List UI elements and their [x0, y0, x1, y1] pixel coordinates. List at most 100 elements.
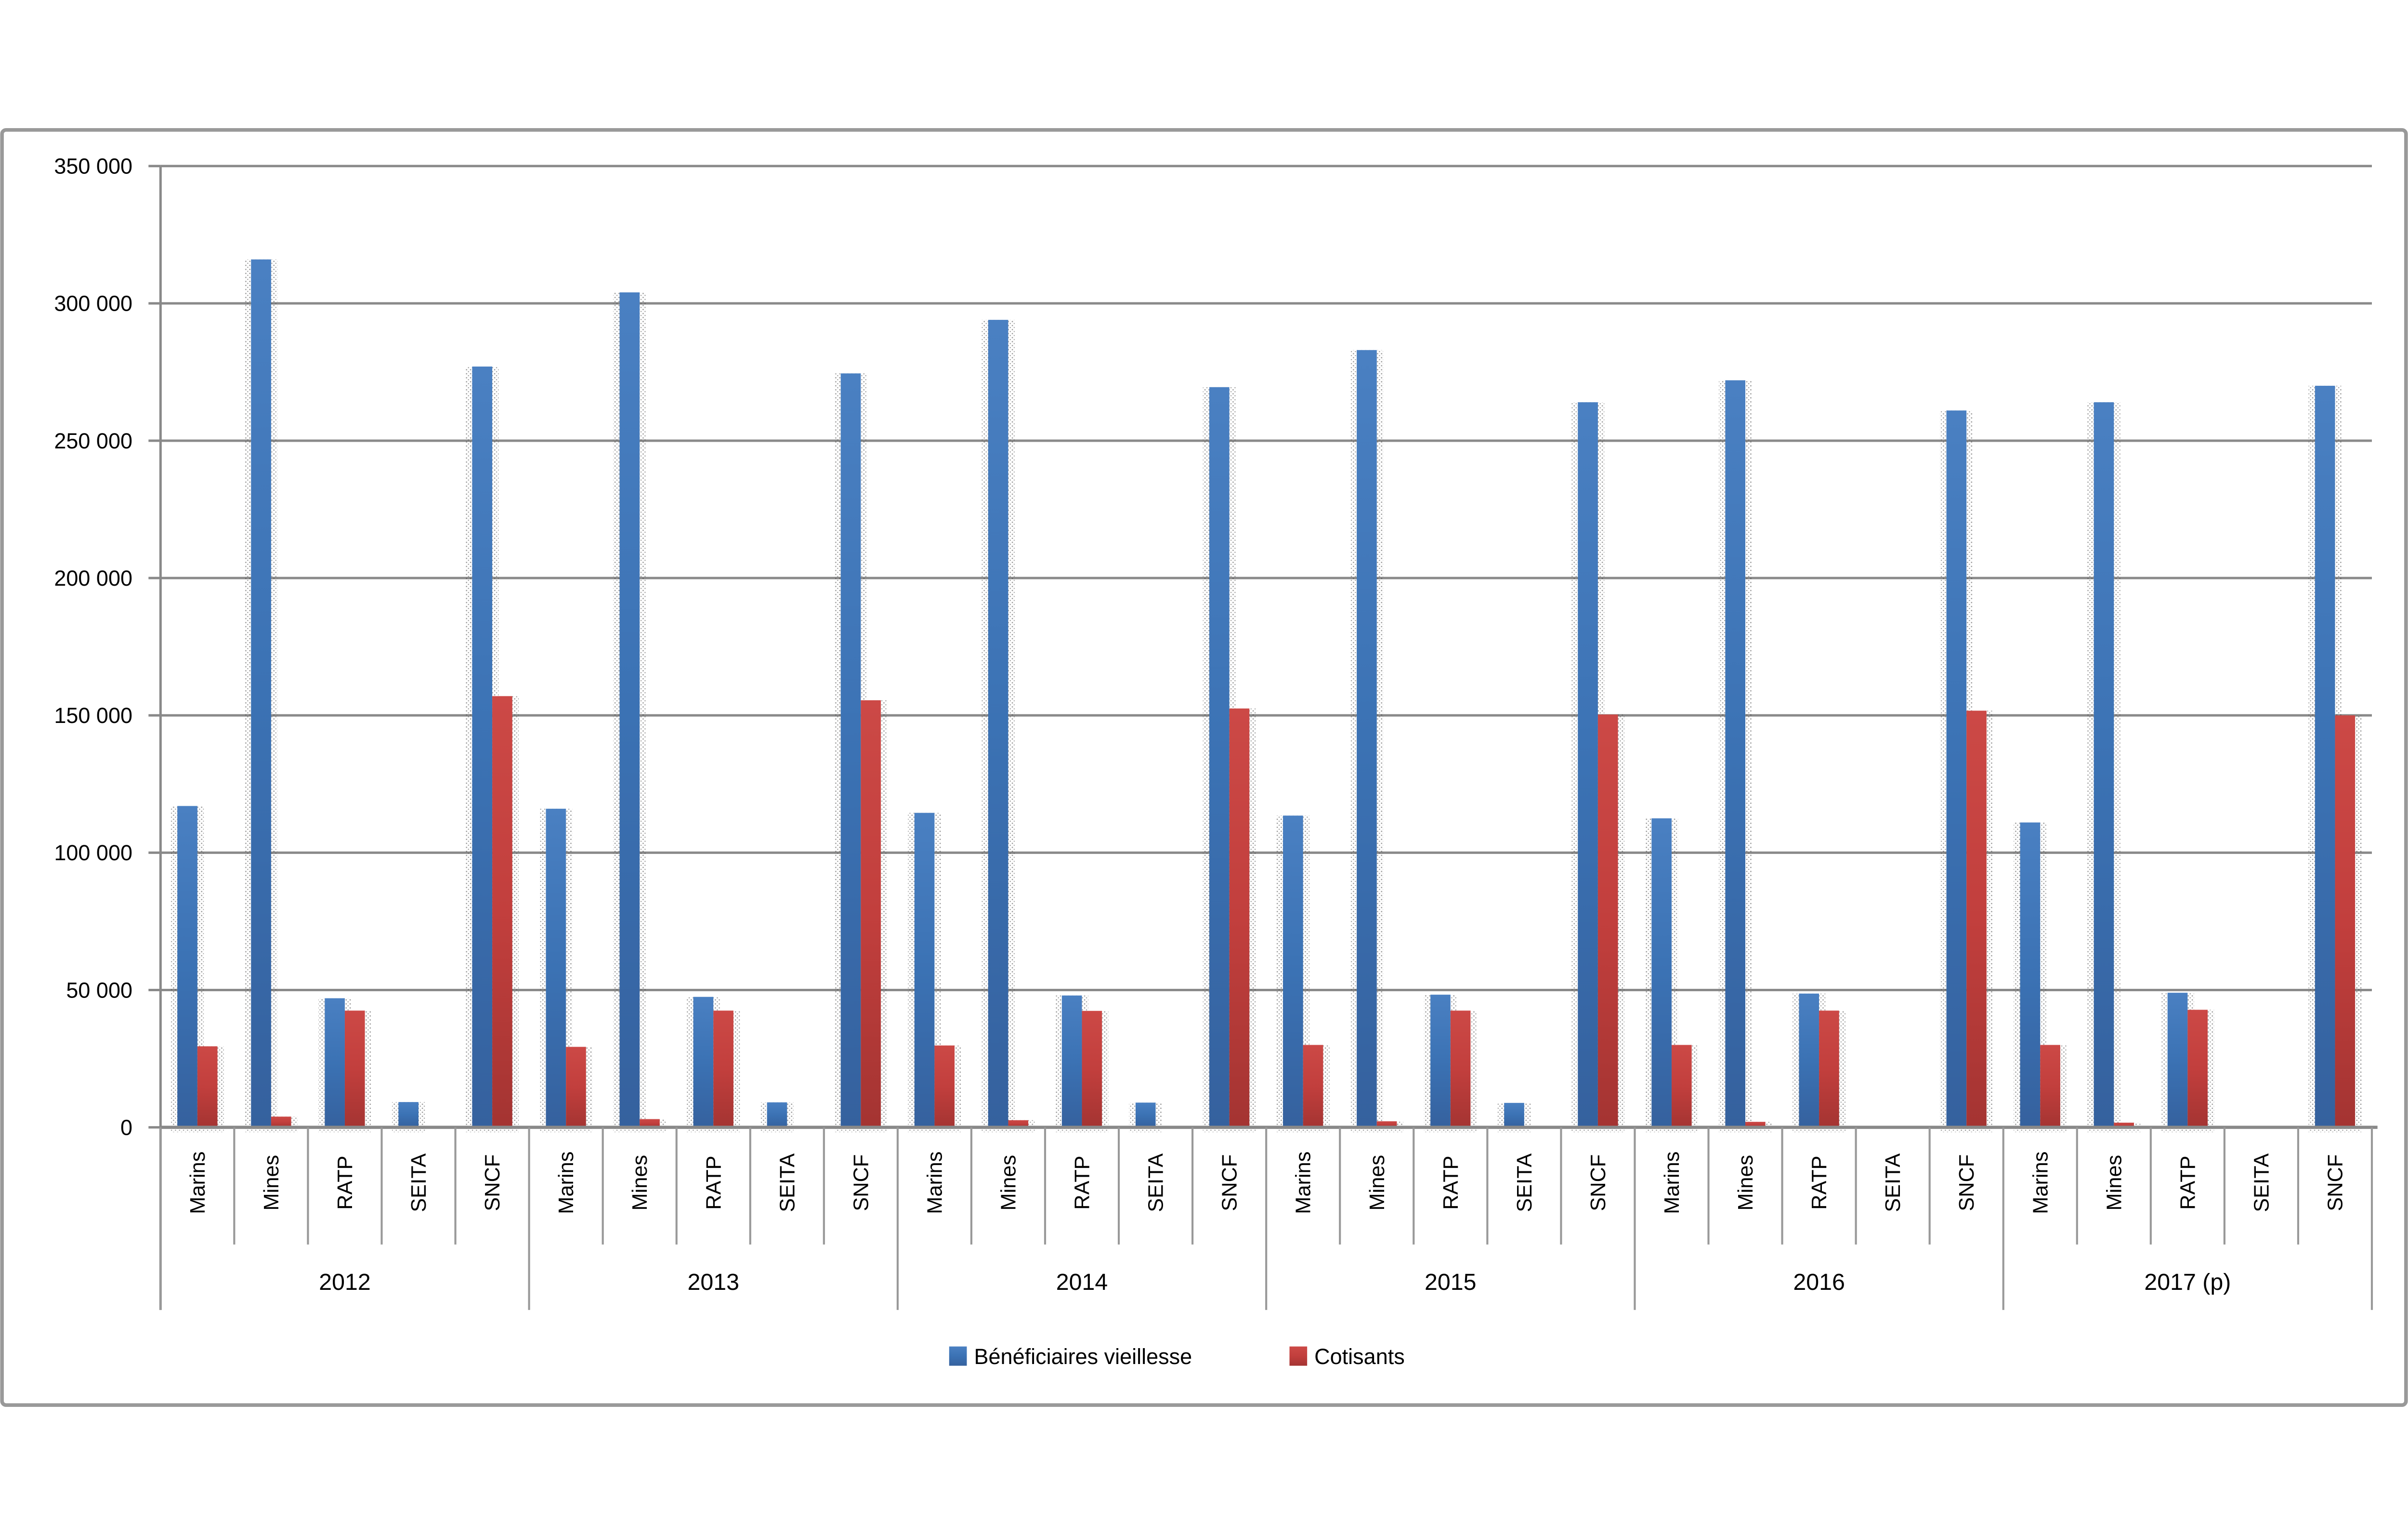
x-category-label-seita: SEITA — [1513, 1153, 1536, 1212]
bar-beneficiaires-2013-seita — [767, 1102, 787, 1128]
bar-beneficiaires-2014-marins — [914, 813, 935, 1128]
x-category-label-ratp: RATP — [2176, 1155, 2199, 1209]
x-category-label-marins: Marins — [186, 1152, 209, 1214]
bar-beneficiaires-2015-seita — [1504, 1102, 1524, 1128]
x-category-label-sncf: SNCF — [481, 1155, 504, 1211]
bar-beneficiaires-2013-marins — [546, 809, 566, 1128]
x-category-label-marins: Marins — [2029, 1152, 2052, 1214]
bar-beneficiaires-2014-seita — [1135, 1102, 1156, 1128]
x-year-label-2012: 2012 — [319, 1269, 371, 1295]
bar-beneficiaires-2016-sncf — [1946, 410, 1967, 1128]
x-category-label-seita: SEITA — [1145, 1153, 1168, 1212]
gridlines-layer — [160, 165, 2372, 991]
x-category-label-mines: Mines — [628, 1155, 652, 1211]
bar-cotisants-2014-mines — [1008, 1120, 1029, 1128]
x-category-label-marins: Marins — [1661, 1152, 1684, 1214]
bar-beneficiaires-2014-ratp — [1061, 995, 1082, 1128]
x-year-label-2014: 2014 — [1056, 1269, 1108, 1295]
bar-cotisants-2013-ratp — [713, 1010, 733, 1128]
x-category-label-marins: Marins — [923, 1152, 946, 1214]
bar-beneficiaires-2014-sncf — [1209, 387, 1230, 1128]
x-year-label-2017p: 2017 (p) — [2144, 1269, 2231, 1295]
bars-layer — [177, 259, 2356, 1128]
bar-beneficiaires-2016-mines — [1725, 380, 1746, 1128]
legend-label: Bénéficiaires vieillesse — [974, 1344, 1192, 1369]
x-category-label-seita: SEITA — [407, 1153, 431, 1212]
legend-label: Cotisants — [1314, 1344, 1405, 1369]
x-category-label-marins: Marins — [1292, 1152, 1315, 1214]
axis-labels-layer: 0 50 000 100 000 150 000 200 000 250 000 300 0… — [54, 154, 2347, 1296]
x-category-label-mines: Mines — [997, 1155, 1020, 1211]
x-category-label-mines: Mines — [1366, 1155, 1389, 1211]
x-category-label-seita: SEITA — [776, 1153, 799, 1212]
bar-cotisants-2017p-sncf — [2335, 715, 2356, 1128]
bar-cotisants-2017p-marins — [2040, 1045, 2060, 1128]
x-category-label-mines: Mines — [1734, 1155, 1757, 1211]
legend-item-beneficiaires: Bénéficiaires vieillesse — [949, 1344, 1192, 1369]
x-year-label-2015: 2015 — [1425, 1269, 1477, 1295]
x-year-label-2016: 2016 — [1793, 1269, 1845, 1295]
bar-cotisants-2012-mines — [271, 1116, 291, 1128]
bar-beneficiaires-2012-seita — [398, 1102, 419, 1128]
x-category-label-sncf: SNCF — [1587, 1155, 1610, 1211]
bar-cotisants-2016-ratp — [1819, 1010, 1839, 1128]
bar-cotisants-2014-sncf — [1229, 708, 1250, 1128]
bar-cotisants-2012-marins — [197, 1046, 218, 1128]
legend-swatch-blue — [949, 1346, 967, 1366]
bar-cotisants-2016-marins — [1671, 1045, 1692, 1128]
bar-beneficiaires-2012-sncf — [472, 367, 493, 1128]
bar-beneficiaires-2012-marins — [177, 806, 197, 1128]
bar-cotisants-2017p-mines — [2114, 1122, 2134, 1128]
bar-cotisants-2012-sncf — [492, 696, 512, 1128]
x-category-label-sncf: SNCF — [850, 1155, 873, 1211]
bar-cotisants-2016-sncf — [1966, 710, 1987, 1128]
bar-beneficiaires-2013-sncf — [840, 373, 861, 1128]
y-tick-label-3: 150 000 — [54, 703, 132, 728]
bar-cotisants-2016-mines — [1745, 1122, 1766, 1128]
x-category-label-ratp: RATP — [334, 1155, 357, 1209]
y-tick-label-4: 200 000 — [54, 566, 132, 590]
x-category-label-mines: Mines — [260, 1155, 283, 1211]
y-tick-label-5: 250 000 — [54, 429, 132, 453]
x-year-label-2013: 2013 — [687, 1269, 739, 1295]
bar-beneficiaires-2017p-sncf — [2315, 385, 2335, 1128]
y-tick-label-0: 0 — [120, 1115, 132, 1140]
bar-beneficiaires-2017p-marins — [2020, 822, 2041, 1128]
image-frame-border — [0, 128, 2408, 1407]
bar-cotisants-2013-mines — [640, 1119, 660, 1128]
legend: Bénéficiaires vieillesse Cotisants — [949, 1344, 1405, 1369]
axes-layer — [148, 165, 2378, 1310]
bar-beneficiaires-2012-mines — [251, 259, 271, 1128]
x-category-label-ratp: RATP — [1440, 1155, 1463, 1209]
bar-beneficiaires-2015-mines — [1357, 350, 1377, 1128]
x-category-label-mines: Mines — [2103, 1155, 2126, 1211]
x-category-label-sncf: SNCF — [2324, 1155, 2347, 1211]
legend-swatch-red — [1289, 1346, 1308, 1366]
bar-beneficiaires-2016-marins — [1651, 818, 1672, 1128]
x-category-label-seita: SEITA — [2250, 1153, 2273, 1212]
y-tick-label-1: 50 000 — [66, 978, 132, 1002]
bar-cotisants-2015-marins — [1303, 1045, 1323, 1128]
bar-cotisants-2017p-ratp — [2187, 1010, 2208, 1128]
bar-beneficiaires-2017p-ratp — [2167, 993, 2188, 1128]
bar-cotisants-2013-sncf — [861, 700, 881, 1128]
x-category-label-sncf: SNCF — [1218, 1155, 1242, 1211]
bar-beneficiaires-2016-ratp — [1799, 993, 1819, 1128]
x-category-label-marins: Marins — [555, 1152, 578, 1214]
bar-beneficiaires-2015-marins — [1283, 815, 1303, 1128]
bar-cotisants-2015-ratp — [1450, 1010, 1471, 1128]
bar-beneficiaires-2017p-mines — [2094, 402, 2114, 1128]
bar-beneficiaires-2015-sncf — [1578, 402, 1598, 1128]
legend-item-cotisants: Cotisants — [1289, 1344, 1405, 1369]
bar-beneficiaires-2013-ratp — [693, 997, 714, 1128]
x-category-label-ratp: RATP — [1808, 1155, 1831, 1209]
x-category-label-ratp: RATP — [1071, 1155, 1094, 1209]
bar-beneficiaires-2014-mines — [988, 320, 1008, 1128]
x-category-label-seita: SEITA — [1882, 1153, 1905, 1212]
bar-cotisants-2014-ratp — [1082, 1010, 1102, 1128]
bar-beneficiaires-2012-ratp — [325, 998, 345, 1128]
bar-cotisants-2013-marins — [566, 1047, 586, 1128]
bar-beneficiaires-2013-mines — [619, 292, 640, 1128]
